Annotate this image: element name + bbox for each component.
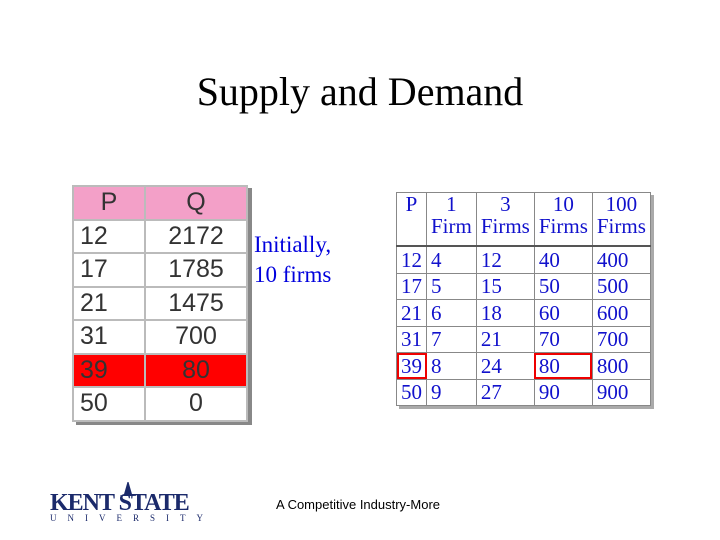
- cell: 40: [533, 245, 593, 274]
- header-line: Firms: [480, 214, 530, 238]
- row: 50 9 27 90 900: [396, 378, 651, 406]
- cell: 12: [72, 218, 146, 254]
- logo-name: KENT STATE: [50, 490, 190, 516]
- cell: 12: [396, 245, 427, 274]
- cell: 31: [72, 319, 146, 355]
- cell: 5: [426, 272, 477, 300]
- cell: 50: [396, 378, 427, 406]
- header-line: Firms: [596, 214, 646, 238]
- cell: 8: [426, 352, 477, 380]
- cell: 700: [591, 325, 651, 353]
- note: Initially, 10 firms: [254, 230, 331, 290]
- row: 39 80: [72, 352, 248, 388]
- cell: 600: [591, 299, 651, 327]
- header-cell: 100 Firms: [591, 192, 651, 247]
- header-cell: Q: [144, 185, 248, 221]
- cell: 39: [72, 352, 146, 388]
- cell: 1785: [144, 252, 248, 288]
- row: 12 4 12 40 400: [396, 245, 651, 274]
- header-line: P: [405, 192, 418, 216]
- logo-sub: UNIVERSITY: [50, 513, 214, 523]
- cell: 500: [591, 272, 651, 300]
- row: 17 1785: [72, 252, 248, 288]
- header-line: Firm: [431, 214, 472, 238]
- cell: 17: [72, 252, 146, 288]
- header-line: 10: [552, 192, 574, 216]
- left-table: P Q 12 2172 17 1785 21 1475 31 700 39 80 50 0: [72, 185, 248, 422]
- logo: KENT STATE UNIVERSITY: [50, 482, 214, 523]
- row: 12 2172: [72, 218, 248, 254]
- cell: 400: [591, 245, 651, 274]
- cell: 1475: [144, 285, 248, 321]
- row: 21 1475: [72, 285, 248, 321]
- cell: 90: [533, 378, 593, 406]
- cell: 80: [533, 352, 593, 380]
- cell: 6: [426, 299, 477, 327]
- row: 17 5 15 50 500: [396, 272, 651, 300]
- header-line: 1: [446, 192, 457, 216]
- cell: 21: [396, 299, 427, 327]
- cell: 2172: [144, 218, 248, 254]
- cell: 60: [533, 299, 593, 327]
- cell: 15: [475, 272, 535, 300]
- cell: 27: [475, 378, 535, 406]
- note-line: Initially,: [254, 232, 332, 257]
- cell: 24: [475, 352, 535, 380]
- note-line: 10 firms: [254, 262, 332, 287]
- header-cell: 10 Firms: [533, 192, 593, 247]
- cell: 4: [426, 245, 477, 274]
- cell: 17: [396, 272, 427, 300]
- cell: 18: [475, 299, 535, 327]
- header-cell: P: [72, 185, 146, 221]
- cell: 39: [396, 352, 427, 380]
- row: 31 700: [72, 319, 248, 355]
- cell: 31: [396, 325, 427, 353]
- cell: 700: [144, 319, 248, 355]
- cell: 900: [591, 378, 651, 406]
- row: 50 0: [72, 386, 248, 422]
- cell: 0: [144, 386, 248, 422]
- header-line: 3: [500, 192, 511, 216]
- cell: 7: [426, 325, 477, 353]
- cell: 50: [533, 272, 593, 300]
- header-cell: P: [396, 192, 427, 247]
- header-cell: 1 Firm: [426, 192, 477, 247]
- right-table: P 1 Firm 3 Firms 10 Firms 100 Firms 12 4 12 40 400 17 5…: [396, 192, 651, 406]
- footer: A Competitive Industry-More: [276, 497, 441, 512]
- row: 39 8 24 80 800: [396, 352, 651, 380]
- cell: 70: [533, 325, 593, 353]
- header-cell: 3 Firms: [475, 192, 535, 247]
- cell: 21: [72, 285, 146, 321]
- cell: 80: [144, 352, 248, 388]
- header-line: 100: [605, 192, 638, 216]
- header-row: P 1 Firm 3 Firms 10 Firms 100 Firms: [396, 192, 651, 247]
- cell: 21: [475, 325, 535, 353]
- cell: 12: [475, 245, 535, 274]
- header-line: Firms: [538, 214, 588, 238]
- cell: 50: [72, 386, 146, 422]
- row: 21 6 18 60 600: [396, 299, 651, 327]
- cell: 800: [591, 352, 651, 380]
- cell: 9: [426, 378, 477, 406]
- logo-spire: [120, 482, 136, 496]
- row: 31 7 21 70 700: [396, 325, 651, 353]
- title: Supply and Demand: [196, 69, 524, 114]
